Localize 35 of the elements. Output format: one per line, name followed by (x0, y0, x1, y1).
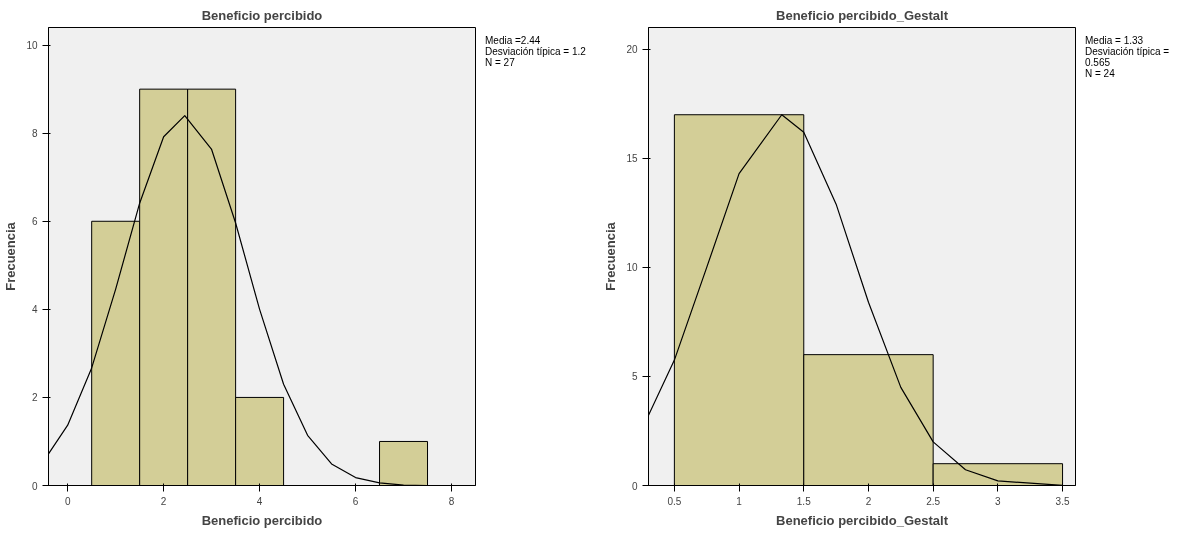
x-axis-title: Beneficio percibido (201, 512, 323, 528)
text: N = 24 (1085, 68, 1115, 79)
x-tick-label: 4 (256, 495, 263, 507)
y-axis-title: Frecuencia (603, 221, 619, 291)
x-tick-label: 6 (352, 495, 359, 507)
y-tick-label: 4 (31, 304, 38, 316)
y-tick-label: 20 (626, 44, 638, 56)
chart-title: Beneficio percibido (201, 7, 323, 23)
chart-title: Beneficio percibido_Gestalt (776, 7, 949, 23)
x-tick-label: 2 (865, 495, 872, 507)
text: Desviación típica = 1.2 (485, 46, 586, 57)
text: N = 27 (485, 57, 515, 68)
y-tick-label: 0 (31, 480, 38, 492)
x-tick-label: 0 (64, 495, 71, 507)
y-axis-title: Frecuencia (3, 221, 19, 291)
y-tick-label: 5 (631, 371, 638, 383)
x-tick-label: 2.5 (926, 495, 941, 507)
x-tick-label: 0.5 (667, 495, 682, 507)
x-axis-title: Beneficio percibido_Gestalt (776, 512, 949, 528)
y-tick-label: 6 (31, 216, 38, 228)
y-tick-label: 10 (626, 262, 638, 274)
text: Media =2.44 (485, 35, 541, 46)
x-tick-label: 2 (160, 495, 167, 507)
x-tick-label: 3 (995, 495, 1002, 507)
x-tick-label: 1.5 (796, 495, 812, 507)
x-tick-label: 8 (448, 495, 455, 507)
y-tick-label: 10 (26, 40, 38, 52)
y-tick-label: 2 (31, 392, 38, 404)
text: Media = 1.33 (1085, 35, 1144, 46)
x-tick-label: 1 (736, 495, 743, 507)
x-tick-label: 3.5 (1055, 495, 1070, 507)
y-tick-label: 0 (631, 480, 638, 492)
y-tick-label: 15 (626, 153, 638, 165)
text: Desviación típica = 0.565 (1085, 46, 1170, 68)
y-tick-label: 8 (31, 128, 38, 140)
